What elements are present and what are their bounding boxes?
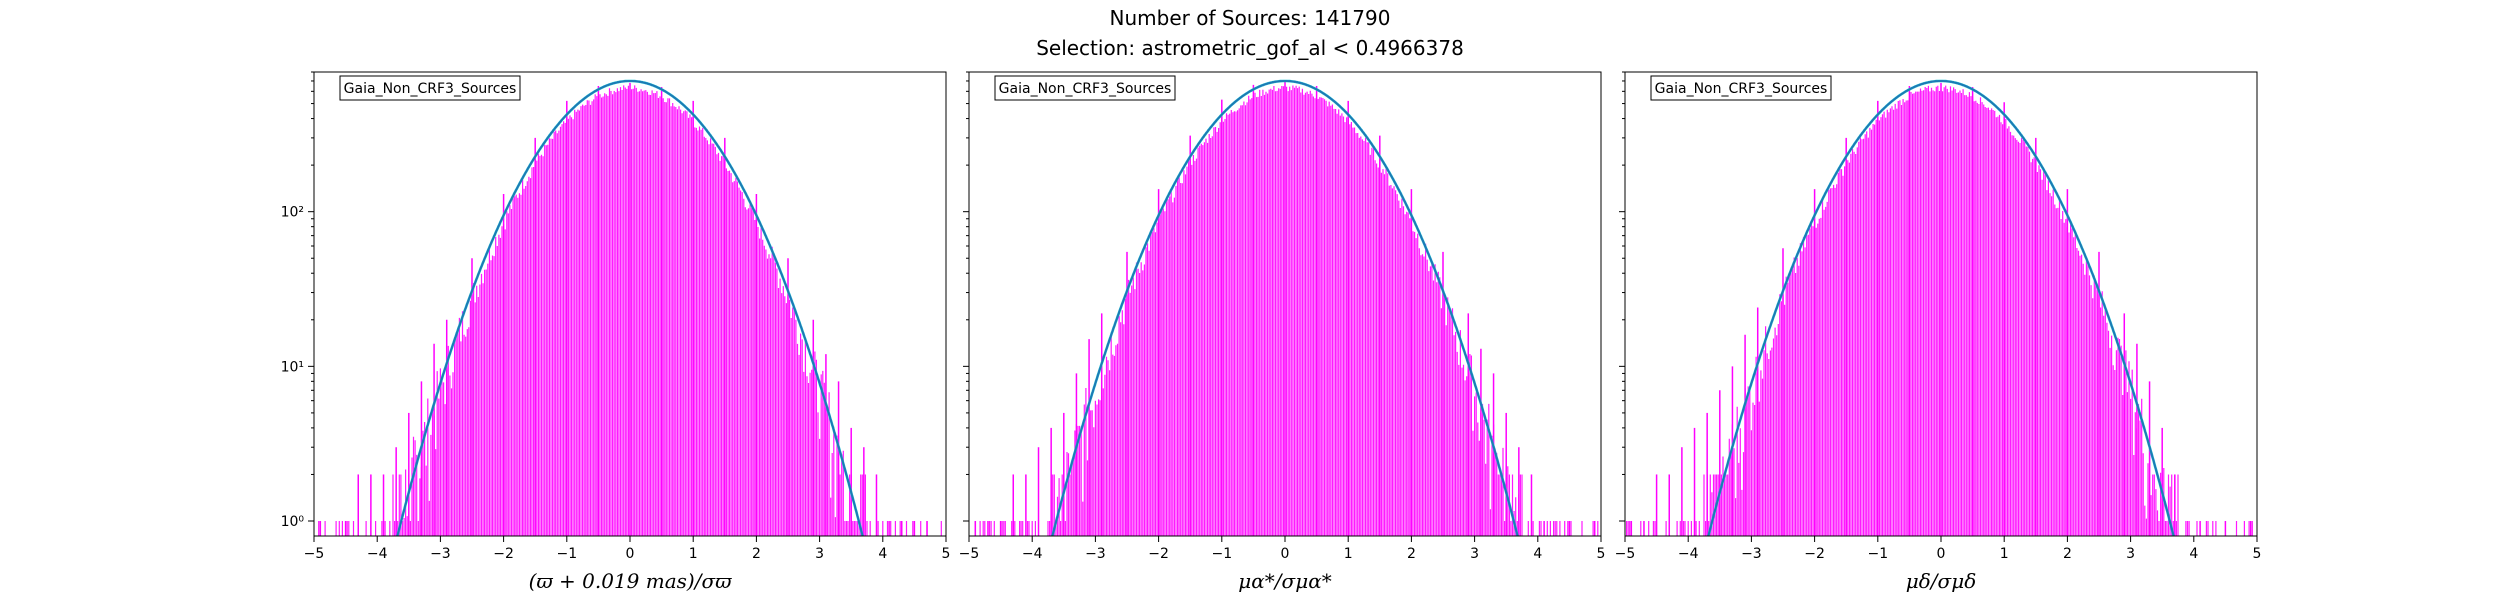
x-tick-label: −5	[304, 546, 325, 562]
x-tick-label: 0	[1937, 546, 1946, 562]
histogram-series	[1626, 82, 2253, 536]
x-tick-label: −2	[493, 546, 514, 562]
model-curve	[396, 80, 864, 537]
x-tick-label: 0	[626, 546, 635, 562]
x-tick-label: 4	[1533, 546, 1542, 562]
subplot-1: −5 −4 −3 −2 −1 0 1 2 3 4 5 10⁰ 10¹ 10² Gaia_Non_CRF3_S…	[281, 71, 951, 593]
legend-label: Gaia_Non_CRF3_Sources	[1655, 81, 1828, 97]
legend-label: Gaia_Non_CRF3_Sources	[344, 81, 517, 97]
x-tick-label: −2	[1804, 546, 1825, 562]
x-tick-label: 5	[942, 546, 951, 562]
x-tick-label: 1	[1344, 546, 1353, 562]
x-axis-label: μα*/σμα*	[1238, 569, 1331, 593]
x-tick-label: −3	[430, 546, 451, 562]
x-tick-label: −4	[367, 546, 388, 562]
x-tick-label: 2	[1407, 546, 1416, 562]
x-tick-label: 0	[1281, 546, 1290, 562]
x-tick-label: −3	[1085, 546, 1106, 562]
x-tick-label: −3	[1741, 546, 1762, 562]
histogram-series	[974, 81, 1599, 536]
legend: Gaia_Non_CRF3_Sources	[994, 75, 1176, 101]
y-axis	[963, 71, 969, 522]
x-tick-label: −1	[1211, 546, 1232, 562]
x-axis-label: μδ/σμδ	[1906, 569, 1976, 593]
legend: Gaia_Non_CRF3_Sources	[1650, 75, 1832, 101]
x-axis-label: (ϖ + 0.019 mas)/σϖ	[529, 569, 733, 593]
x-tick-label: 5	[1597, 546, 1606, 562]
x-tick-label: 3	[1470, 546, 1479, 562]
x-tick-label: 4	[2189, 546, 2198, 562]
legend-label: Gaia_Non_CRF3_Sources	[999, 81, 1172, 97]
x-axis: −5 −4 −3 −2 −1 0 1 2 3 4 5	[304, 536, 951, 562]
x-tick-label: 1	[2000, 546, 2009, 562]
histogram-series	[318, 82, 942, 536]
x-tick-label: −4	[1678, 546, 1699, 562]
subplot-3: −5 −4 −3 −2 −1 0 1 2 3 4 5 Gaia_Non_CRF3_Sources μδ/…	[1615, 71, 2262, 593]
x-tick-label: −5	[1615, 546, 1636, 562]
x-tick-label: 1	[689, 546, 698, 562]
figure-title-line1: Number of Sources: 141790	[1110, 6, 1391, 30]
x-axis: −5 −4 −3 −2 −1 0 1 2 3 4 5	[959, 536, 1606, 562]
y-axis	[1619, 71, 1625, 522]
x-tick-label: 3	[815, 546, 824, 562]
model-curve	[1707, 80, 2175, 537]
x-tick-label: −1	[1867, 546, 1888, 562]
y-tick-label: 10¹	[281, 359, 304, 375]
x-tick-label: 2	[2063, 546, 2072, 562]
x-tick-label: −2	[1148, 546, 1169, 562]
y-axis: 10⁰ 10¹ 10²	[281, 71, 314, 530]
x-tick-label: 2	[752, 546, 761, 562]
legend: Gaia_Non_CRF3_Sources	[339, 75, 521, 101]
legend-box	[994, 75, 1176, 101]
x-tick-label: −4	[1022, 546, 1043, 562]
legend-box	[339, 75, 521, 101]
x-tick-label: 5	[2253, 546, 2262, 562]
legend-box	[1650, 75, 1832, 101]
y-tick-label: 10²	[281, 205, 304, 221]
subplot-2: −5 −4 −3 −2 −1 0 1 2 3 4 5 Gaia_Non_CRF3_Sources μα*…	[959, 71, 1606, 593]
figure-title-line2: Selection: astrometric_gof_al < 0.496637…	[1036, 36, 1464, 60]
x-tick-label: 3	[2126, 546, 2135, 562]
x-tick-label: 4	[878, 546, 887, 562]
histogram-bars	[974, 85, 1599, 536]
x-tick-label: −5	[959, 546, 980, 562]
panels: −5 −4 −3 −2 −1 0 1 2 3 4 5 10⁰ 10¹ 10² Gaia_Non_CRF3_S…	[281, 71, 2262, 593]
x-tick-label: −1	[556, 546, 577, 562]
y-tick-label: 10⁰	[281, 514, 305, 530]
x-axis: −5 −4 −3 −2 −1 0 1 2 3 4 5	[1615, 536, 2262, 562]
model-curve	[1051, 80, 1519, 537]
